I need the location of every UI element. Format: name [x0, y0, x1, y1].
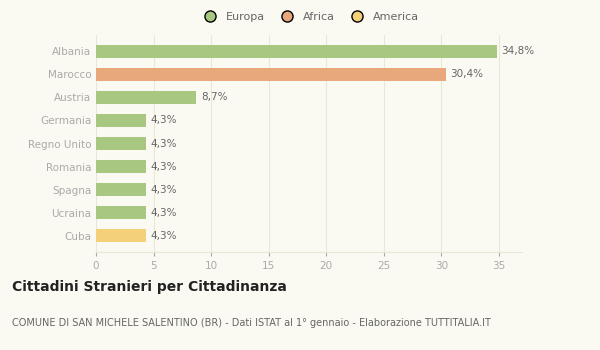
Text: 34,8%: 34,8% — [501, 46, 535, 56]
Text: 4,3%: 4,3% — [150, 185, 176, 195]
Text: 4,3%: 4,3% — [150, 208, 176, 218]
Bar — [96, 183, 146, 196]
Text: COMUNE DI SAN MICHELE SALENTINO (BR) - Dati ISTAT al 1° gennaio - Elaborazione T: COMUNE DI SAN MICHELE SALENTINO (BR) - D… — [12, 318, 491, 329]
Bar — [96, 114, 146, 127]
Bar — [96, 68, 446, 80]
Text: 4,3%: 4,3% — [150, 162, 176, 172]
Text: 4,3%: 4,3% — [150, 139, 176, 148]
Bar — [96, 45, 497, 57]
Legend: Europa, Africa, America: Europa, Africa, America — [199, 12, 419, 22]
Text: Cittadini Stranieri per Cittadinanza: Cittadini Stranieri per Cittadinanza — [12, 280, 287, 294]
Bar — [96, 160, 146, 173]
Text: 4,3%: 4,3% — [150, 116, 176, 125]
Text: 8,7%: 8,7% — [201, 92, 227, 102]
Text: 4,3%: 4,3% — [150, 231, 176, 241]
Bar — [96, 230, 146, 242]
Text: 30,4%: 30,4% — [451, 69, 484, 79]
Bar — [96, 206, 146, 219]
Bar — [96, 137, 146, 150]
Bar — [96, 91, 196, 104]
